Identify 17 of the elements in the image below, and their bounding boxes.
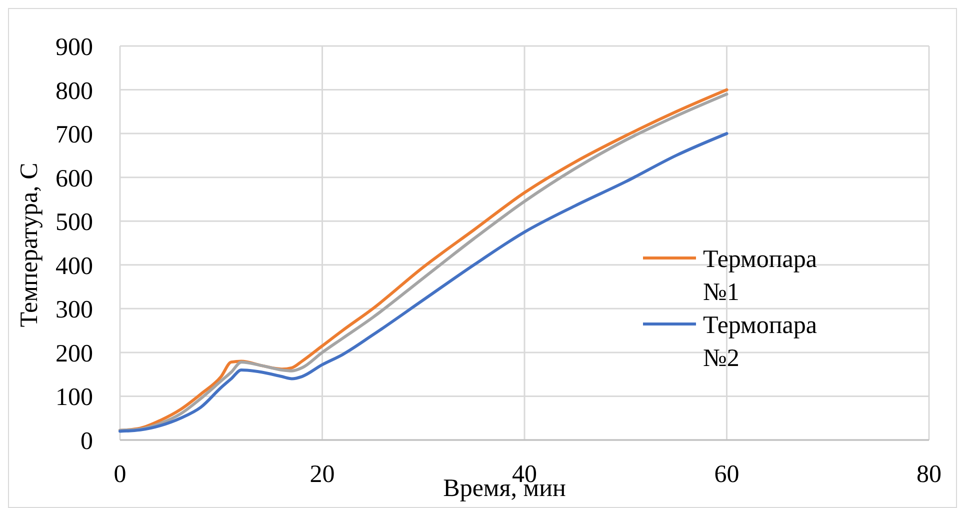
x-tick-label: 0 (114, 461, 126, 488)
y-tick-label: 400 (56, 252, 93, 280)
x-tick-label: 80 (916, 461, 942, 488)
y-tick-label: 600 (56, 165, 93, 192)
y-tick-label: 900 (56, 34, 93, 61)
y-tick-label: 700 (56, 122, 93, 149)
x-tick-label: 20 (310, 461, 335, 488)
legend-label: Термопара №2 (703, 312, 817, 372)
y-tick-label: 300 (56, 296, 93, 324)
y-axis-title: Температура, С (16, 162, 43, 328)
legend-label: Термопара №1 (703, 246, 817, 306)
y-tick-label: 200 (56, 340, 93, 368)
y-tick-label: 100 (56, 384, 93, 412)
y-tick-label: 800 (56, 78, 93, 105)
x-tick-label: 60 (714, 461, 740, 488)
y-tick-label: 500 (56, 209, 93, 236)
y-tick-label: 0 (80, 428, 93, 455)
